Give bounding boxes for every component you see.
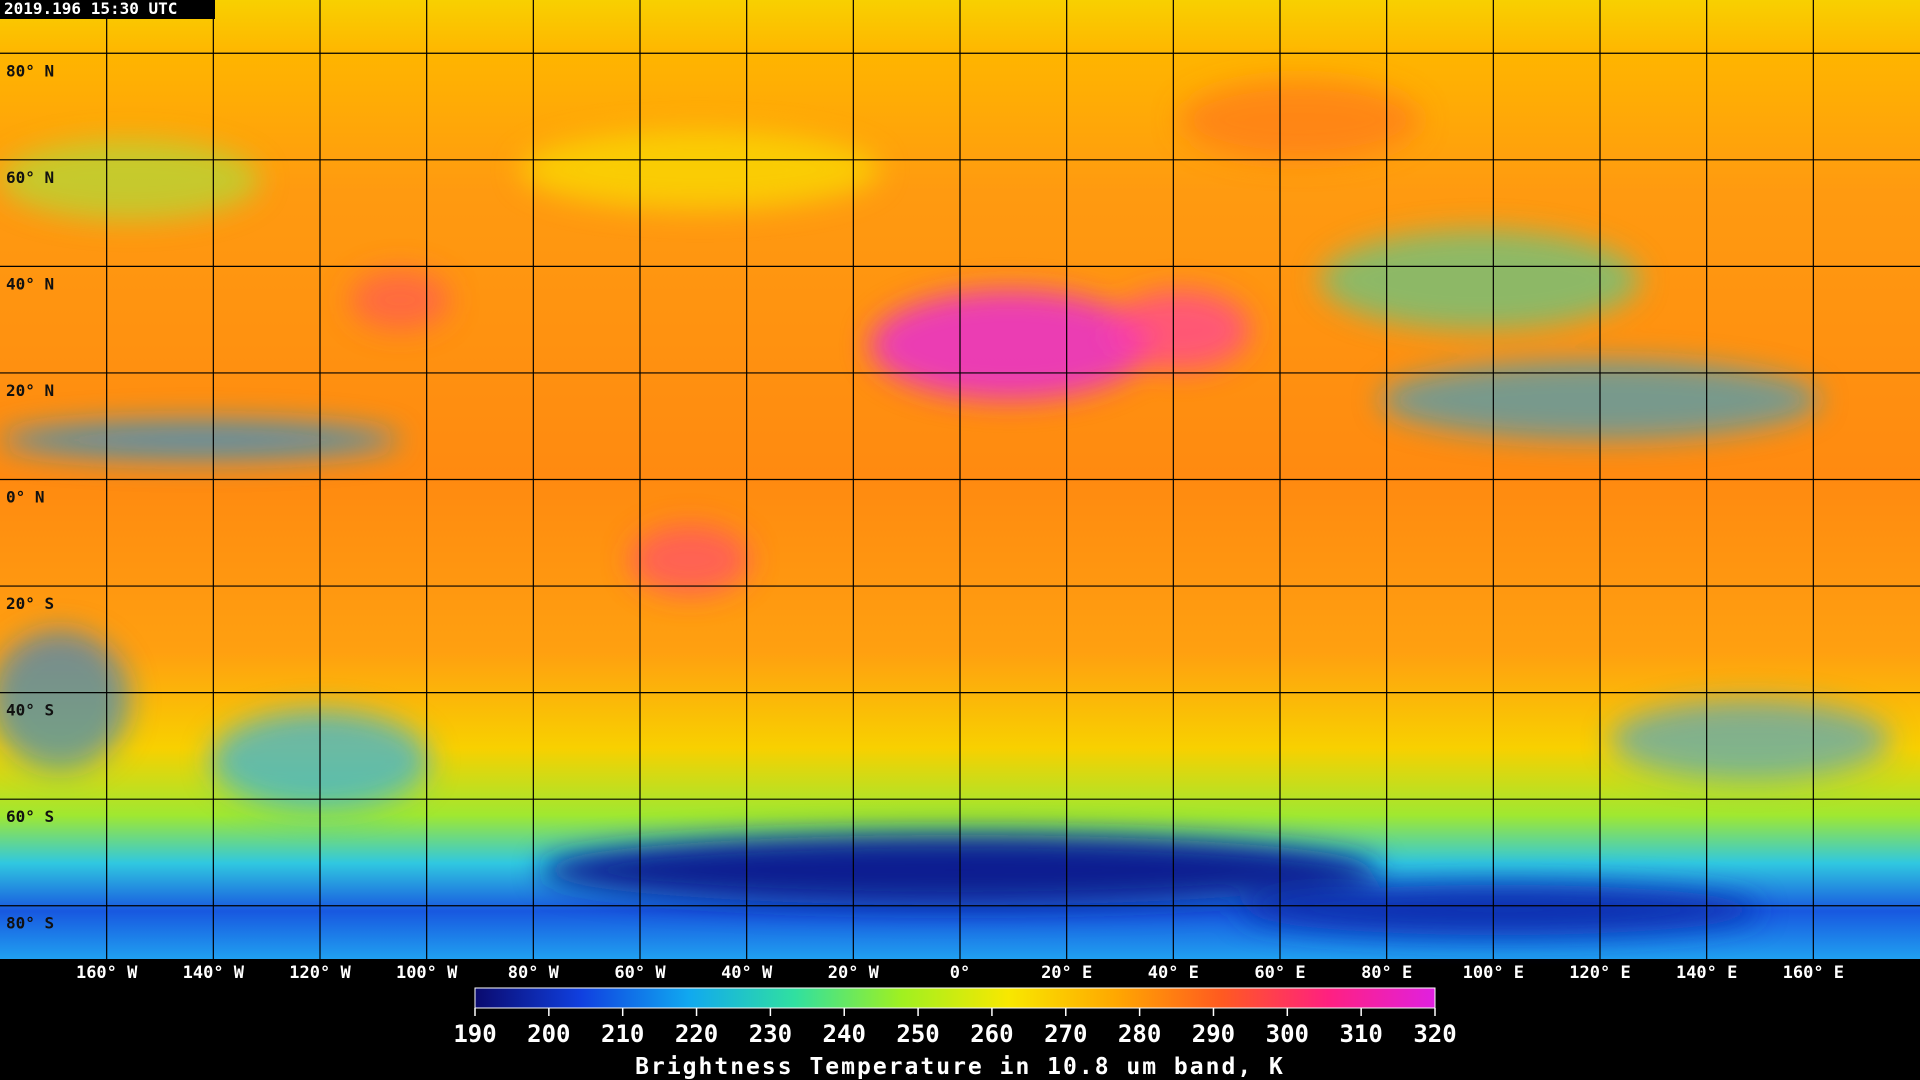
longitude-label: 80° W [508, 963, 560, 983]
colorbar-title: Brightness Temperature in 10.8 um band, … [635, 1054, 1285, 1080]
timestamp-box [0, 0, 215, 19]
latitude-label: 80° S [6, 914, 54, 933]
colorbar-tick-label: 240 [823, 1020, 866, 1048]
longitude-label: 20° E [1041, 963, 1092, 983]
graticule [0, 0, 1920, 959]
colorbar-tick-label: 270 [1044, 1020, 1087, 1048]
colorbar-tick-label: 310 [1339, 1020, 1382, 1048]
longitude-label: 100° E [1463, 963, 1524, 983]
longitude-label: 60° W [614, 963, 666, 983]
colorbar-tick-label: 290 [1192, 1020, 1235, 1048]
colorbar-tick-label: 320 [1413, 1020, 1456, 1048]
latitude-label: 20° S [6, 594, 54, 613]
latitude-label: 0° N [6, 488, 45, 507]
colorbar-tick-label: 230 [749, 1020, 792, 1048]
latitude-label: 40° N [6, 274, 54, 293]
colorbar-tick-label: 300 [1266, 1020, 1309, 1048]
longitude-label: 160° W [76, 963, 138, 983]
longitude-label: 140° W [183, 963, 245, 983]
colorbar-tick-label: 220 [675, 1020, 718, 1048]
longitude-label: 160° E [1783, 963, 1844, 983]
colorbar-tick-label: 210 [601, 1020, 644, 1048]
longitude-label: 40° E [1148, 963, 1199, 983]
colorbar-tick-label: 280 [1118, 1020, 1161, 1048]
latitude-label: 60° S [6, 807, 54, 826]
latitude-label: 40° S [6, 701, 54, 720]
colorbar-tick-label: 200 [527, 1020, 570, 1048]
longitude-label: 120° E [1569, 963, 1630, 983]
longitude-label: 0° [950, 963, 970, 983]
longitude-label: 20° W [828, 963, 880, 983]
latitude-label: 60° N [6, 168, 54, 187]
colorbar-tick-label: 260 [970, 1020, 1013, 1048]
colorbar [474, 987, 1436, 1009]
latitude-label: 20° N [6, 381, 54, 400]
longitude-label: 140° E [1676, 963, 1737, 983]
timestamp: 2019.196 15:30 UTC [4, 0, 177, 18]
longitude-label: 120° W [289, 963, 351, 983]
longitude-label: 80° E [1361, 963, 1412, 983]
longitude-label: 100° W [396, 963, 458, 983]
colorbar-tick-label: 190 [453, 1020, 496, 1048]
colorbar-tick-label: 250 [896, 1020, 939, 1048]
latitude-label: 80° N [6, 61, 54, 80]
longitude-label: 60° E [1254, 963, 1305, 983]
longitude-label: 40° W [721, 963, 773, 983]
